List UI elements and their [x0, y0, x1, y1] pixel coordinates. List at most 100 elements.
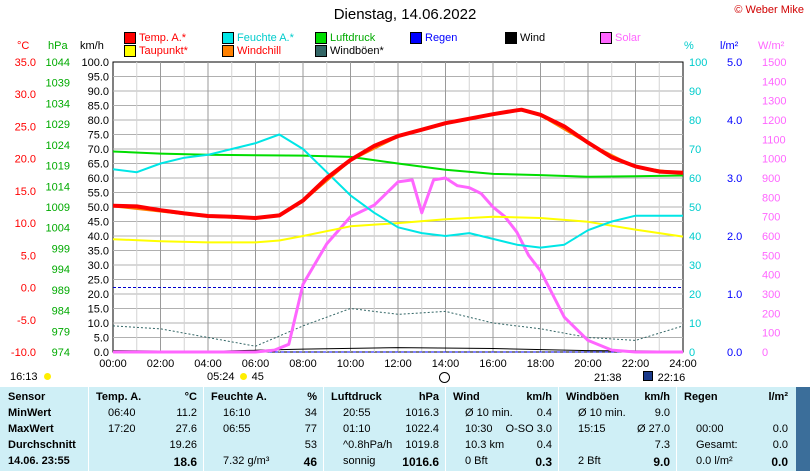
x-tick-label: 12:00	[384, 358, 412, 370]
celsius-tick-label: 15.0	[15, 186, 36, 198]
percent-tick-label: 0	[689, 347, 695, 359]
wm2-tick-label: 600	[762, 231, 780, 243]
chart-series	[112, 107, 684, 354]
copyright-link[interactable]: © Weber Mike	[734, 4, 804, 16]
celsius-tick-label: 10.0	[15, 218, 36, 230]
legend-label: Wind	[520, 32, 546, 44]
sun-icon	[43, 373, 51, 380]
wm2-tick-label: 500	[762, 250, 780, 262]
wm2-tick-label: 0	[762, 347, 768, 359]
hpa-tick-label: 1024	[46, 140, 70, 152]
legend-swatch	[315, 45, 327, 57]
unit-percent: %	[684, 40, 694, 52]
table-cell: 01:10	[343, 423, 371, 435]
axis-labels: 35.0 30.0 25.0 20.0 15.0 10.0 5.0 0.0 -5.0 -10.0 1…	[11, 57, 787, 370]
kmh-tick-label: 30.0	[88, 260, 109, 272]
legend-item: Windchill	[222, 45, 281, 57]
table-header-unit: °C	[184, 391, 197, 403]
lm2-tick-label: 0.0	[727, 347, 742, 359]
wm2-tick-label: 200	[762, 308, 780, 320]
kmh-tick-label: 65.0	[88, 159, 109, 171]
table-row-label: Durchschnitt	[8, 439, 76, 451]
kmh-tick-label: 55.0	[88, 188, 109, 200]
percent-tick-label: 50	[689, 202, 701, 214]
celsius-tick-label: -10.0	[11, 347, 36, 359]
kmh-tick-label: 35.0	[88, 246, 109, 258]
table-value: 0.4	[536, 407, 552, 419]
x-tick-label: 00:00	[99, 358, 127, 370]
wm2-tick-label: 300	[762, 289, 780, 301]
table-value: 0.3	[535, 455, 552, 469]
hpa-tick-label: 1019	[46, 161, 70, 173]
percent-tick-label: 60	[689, 173, 701, 185]
table-cell: 10.3 km	[465, 439, 505, 451]
weather-chart: 35.0 30.0 25.0 20.0 15.0 10.0 5.0 0.0 -5.0 -10.0 1…	[11, 57, 787, 370]
wm2-tick-label: 900	[762, 173, 780, 185]
table-header-unit: hPa	[418, 391, 439, 403]
table-value: 19.26	[169, 439, 197, 451]
kmh-tick-label: 70.0	[88, 144, 109, 156]
legend-label: Taupunkt*	[139, 45, 188, 57]
kmh-tick-label: 50.0	[88, 202, 109, 214]
table-cell: 0.0 l/m²	[696, 455, 733, 467]
kmh-tick-label: 60.0	[88, 173, 109, 185]
celsius-tick-label: 30.0	[15, 89, 36, 101]
hpa-tick-label: 989	[52, 285, 70, 297]
unit-celsius: °C	[17, 40, 30, 52]
x-tick-label: 16:00	[479, 358, 507, 370]
celsius-tick-label: 25.0	[15, 121, 36, 133]
legend-swatch	[124, 32, 136, 44]
legend-item: Temp. A.*	[124, 32, 186, 44]
table-header-cell: Wind	[453, 391, 480, 403]
table-value: 7.3	[654, 439, 670, 451]
x-tick-label: 06:00	[242, 358, 270, 370]
kmh-tick-label: 85.0	[88, 101, 109, 113]
table-value: 77	[304, 423, 317, 435]
percent-tick-label: 100	[689, 57, 707, 69]
legend-swatch	[222, 32, 234, 44]
sunset-marker: 21:38 22:16	[594, 371, 685, 384]
x-tick-label: 04:00	[194, 358, 222, 370]
percent-tick-label: 20	[689, 289, 701, 301]
lm2-tick-label: 3.0	[727, 173, 742, 185]
table-value: 1019.8	[405, 439, 439, 451]
table-cell: 00:00	[696, 423, 724, 435]
celsius-tick-label: 0.0	[21, 283, 36, 295]
table-separator	[88, 387, 89, 471]
table-separator	[676, 387, 677, 471]
legend-item: Regen	[410, 32, 457, 44]
table-cell: 16:10	[223, 407, 251, 419]
table-cell: 0 Bft	[465, 455, 488, 467]
lm2-tick-label: 2.0	[727, 231, 742, 243]
percent-tick-label: 40	[689, 231, 701, 243]
table-cell: 20:55	[343, 407, 371, 419]
left-time-marker: 16:13	[10, 371, 51, 383]
wm2-tick-label: 100	[762, 328, 780, 340]
percent-tick-label: 80	[689, 115, 701, 127]
sunrise-extra: 45	[251, 371, 264, 383]
kmh-tick-label: 75.0	[88, 130, 109, 142]
kmh-tick-label: 80.0	[88, 115, 109, 127]
table-separator	[203, 387, 204, 471]
legend-item: Wind	[505, 32, 545, 44]
table-cell: Ø 10 min.	[465, 407, 513, 419]
unit-hpa: hPa	[48, 40, 68, 52]
percent-tick-label: 10	[689, 318, 701, 330]
lm2-tick-label: 4.0	[727, 115, 742, 127]
table-value: O-SO 3.0	[505, 423, 552, 435]
table-header-cell: Feuchte A.	[211, 391, 267, 403]
celsius-tick-label: 20.0	[15, 154, 36, 166]
legend-item: Windböen*	[315, 45, 384, 57]
wm2-tick-label: 1300	[762, 96, 786, 108]
unit-kmh: km/h	[80, 40, 104, 52]
moon-icon	[642, 371, 653, 381]
table-cell: 2 Bft	[578, 455, 601, 467]
table-value: 0.4	[536, 439, 552, 451]
celsius-tick-label: 5.0	[21, 250, 36, 262]
moon-time: 22:16	[657, 372, 686, 384]
side-strip	[796, 387, 810, 471]
kmh-tick-label: 20.0	[88, 289, 109, 301]
percent-tick-label: 30	[689, 260, 701, 272]
hpa-tick-label: 994	[52, 264, 70, 276]
stats-table: Sensor MinWert MaxWert Durchschnitt 14.06. 2…	[0, 387, 796, 471]
